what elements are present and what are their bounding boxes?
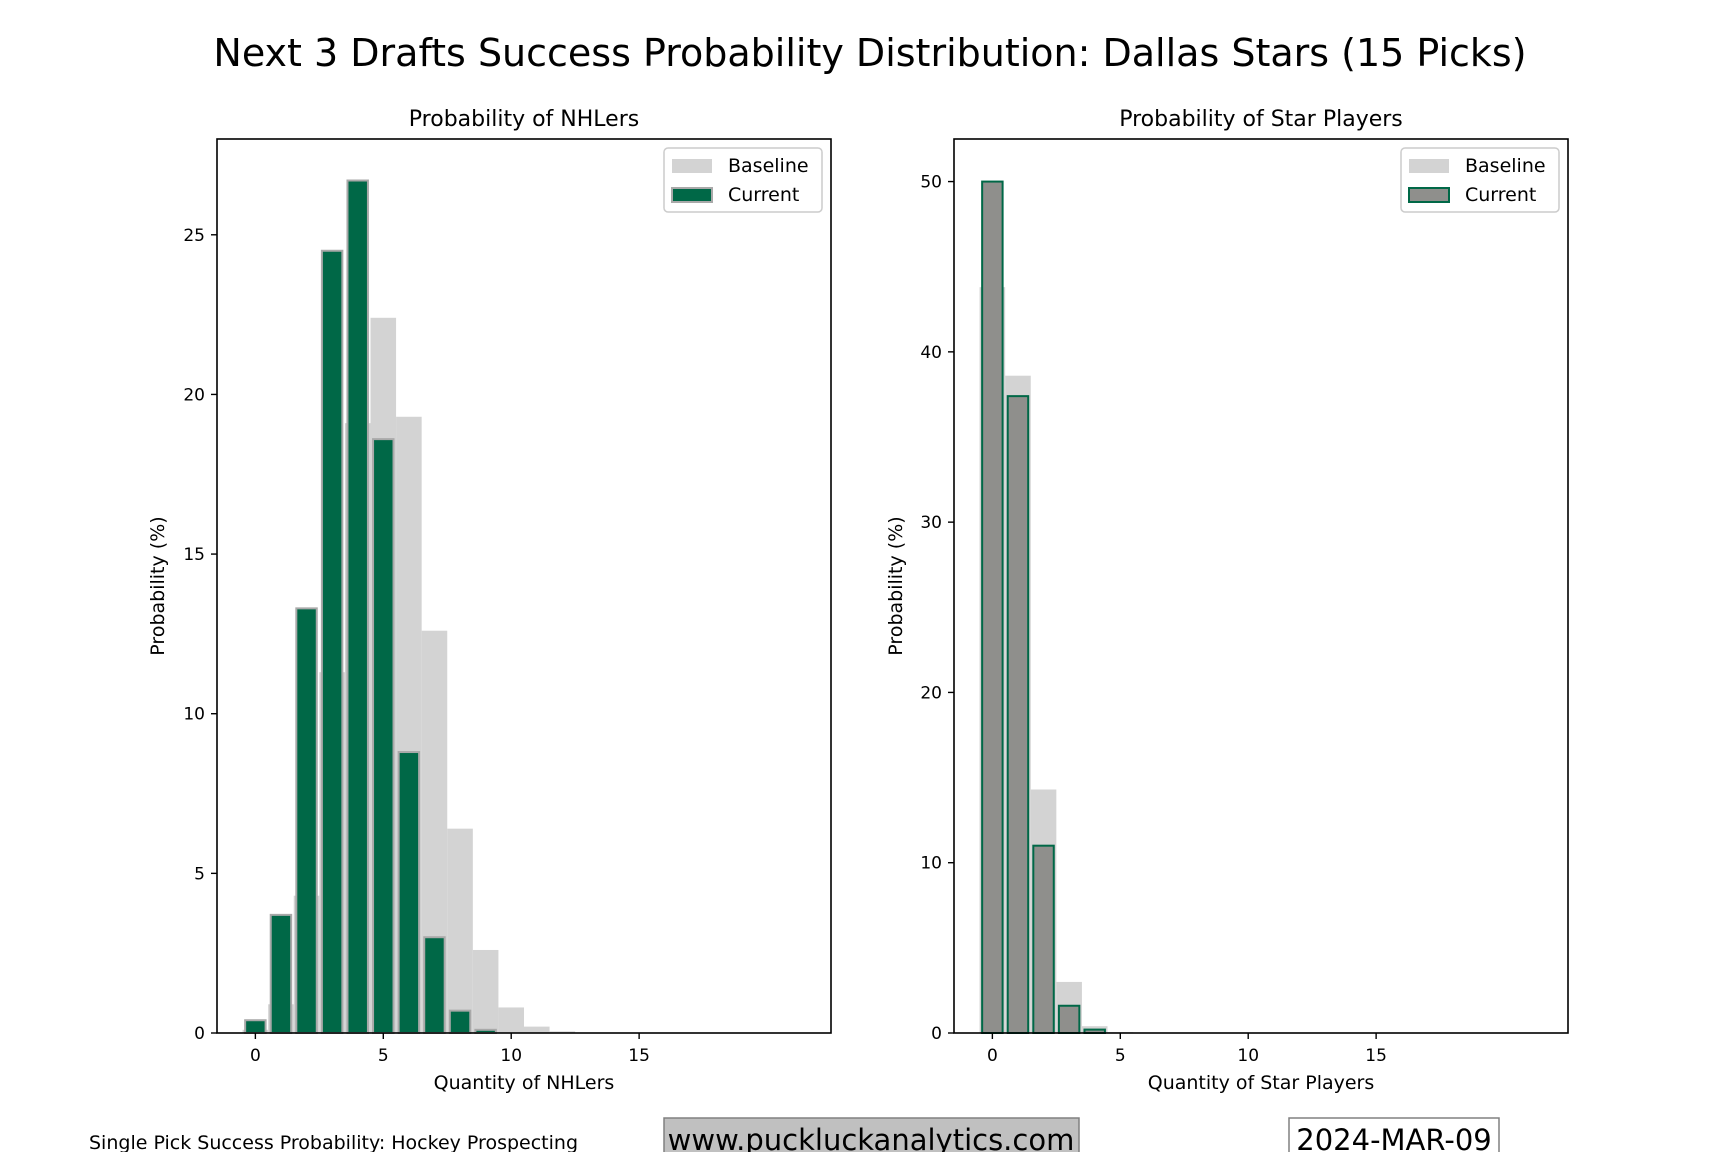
stars-x-tick-label-0: 0 <box>987 1046 998 1066</box>
stars-y-label: Probability (%) <box>885 516 907 655</box>
nhlers-current-bar-5 <box>372 438 395 1034</box>
nhlers-legend: Baseline Current <box>663 147 823 213</box>
nhlers-y-tick-label-0: 0 <box>194 1024 205 1044</box>
nhlers-current-bar-1 <box>269 913 293 1034</box>
stars-y-tick-label-50: 50 <box>920 173 942 193</box>
stars-current-bar-3 <box>1057 1004 1081 1034</box>
stars-current-bar-1 <box>1006 395 1030 1035</box>
nhlers-x-tick-label-10: 10 <box>500 1046 522 1066</box>
stars-y-axis: 0 10 20 30 40 50 <box>920 173 954 1044</box>
stars-current-bar-2 <box>1032 844 1055 1035</box>
nhlers-y-axis: 0 5 10 15 20 25 <box>183 226 217 1044</box>
nhlers-x-tick-label-0: 0 <box>250 1046 261 1066</box>
nhlers-current-bar-6 <box>397 751 421 1034</box>
stars-x-axis: 0 5 10 15 <box>987 1033 1387 1066</box>
nhlers-baseline-bar-9 <box>472 949 499 1033</box>
nhlers-chart: Probability of NHLers 0 5 10 15 0510152025 … <box>147 107 832 1094</box>
footer-url[interactable]: www.puckluckanalytics.com <box>668 1123 1075 1152</box>
footer-date-badge: 2024-MAR-09 <box>1288 1117 1500 1152</box>
stars-legend-current-swatch <box>1408 187 1450 203</box>
footer-date: 2024-MAR-09 <box>1296 1123 1491 1152</box>
stars-current-bar-0 <box>981 180 1004 1035</box>
footer-url-box <box>663 1117 1080 1152</box>
stars-y-tick-label-40: 40 <box>920 343 942 363</box>
footer-url-badge[interactable]: www.puckluckanalytics.com <box>663 1117 1080 1152</box>
nhlers-current-bar-0 <box>244 1019 267 1035</box>
nhlers-baseline-bar-8 <box>447 828 473 1033</box>
nhlers-current-bar-3 <box>320 249 344 1034</box>
nhlers-current-bar-4 <box>346 179 369 1034</box>
nhlers-plot-frame <box>216 138 832 1034</box>
nhlers-current-bar-2 <box>295 607 318 1034</box>
nhlers-legend-baseline-swatch <box>672 159 712 173</box>
nhlers-y-tick-label-20: 20 <box>183 385 205 405</box>
nhlers-y-label: Probability (%) <box>147 516 169 655</box>
nhlers-chart-title: Probability of NHLers <box>409 107 639 132</box>
stars-chart-title: Probability of Star Players <box>1119 107 1403 132</box>
stars-legend-current-label: Current <box>1465 184 1536 206</box>
stars-current-bars <box>981 180 1106 1035</box>
stars-legend-baseline-swatch <box>1409 159 1449 173</box>
nhlers-legend-current-swatch <box>671 187 713 203</box>
stars-x-tick-label-10: 10 <box>1237 1046 1259 1066</box>
stars-legend: Baseline Current <box>1400 147 1560 213</box>
nhlers-x-tick-label-5: 5 <box>378 1046 389 1066</box>
nhlers-current-bars <box>244 179 497 1035</box>
nhlers-legend-current-label: Current <box>728 184 799 206</box>
nhlers-legend-baseline-label: Baseline <box>728 155 809 177</box>
nhlers-y-tick-label-25: 25 <box>183 226 205 246</box>
nhlers-x-label: Quantity of NHLers <box>434 1072 615 1094</box>
stars-y-tick-label-10: 10 <box>920 854 942 874</box>
nhlers-baseline-bar-11 <box>524 1026 550 1033</box>
nhlers-y-tick-label-5: 5 <box>194 864 205 884</box>
nhlers-x-tick-label-15: 15 <box>628 1046 650 1066</box>
stars-legend-baseline-label: Baseline <box>1465 155 1546 177</box>
nhlers-current-bar-8 <box>448 1009 472 1035</box>
stars-x-tick-label-5: 5 <box>1115 1046 1126 1066</box>
stars-y-tick-label-0: 0 <box>931 1024 942 1044</box>
nhlers-y-tick-label-10: 10 <box>183 705 205 725</box>
stars-plot-frame <box>953 138 1569 1034</box>
figure-title: Next 3 Drafts Success Probability Distri… <box>213 31 1526 75</box>
nhlers-x-axis: 0 5 10 15 <box>250 1033 650 1066</box>
stars-x-tick-label-15: 15 <box>1365 1046 1387 1066</box>
footer-date-box <box>1288 1117 1500 1152</box>
stars-y-tick-label-20: 20 <box>920 683 942 703</box>
stars-x-label: Quantity of Star Players <box>1148 1072 1375 1094</box>
stars-chart: Probability of Star Players 0 5 10 15 0 10 20… <box>885 107 1569 1094</box>
nhlers-baseline-bar-10 <box>498 1007 524 1033</box>
nhlers-current-bar-7 <box>423 936 446 1035</box>
footer-source: Single Pick Success Probability: Hockey … <box>89 1132 578 1152</box>
stars-y-tick-label-30: 30 <box>920 513 942 533</box>
nhlers-y-tick-label-15: 15 <box>183 545 205 565</box>
